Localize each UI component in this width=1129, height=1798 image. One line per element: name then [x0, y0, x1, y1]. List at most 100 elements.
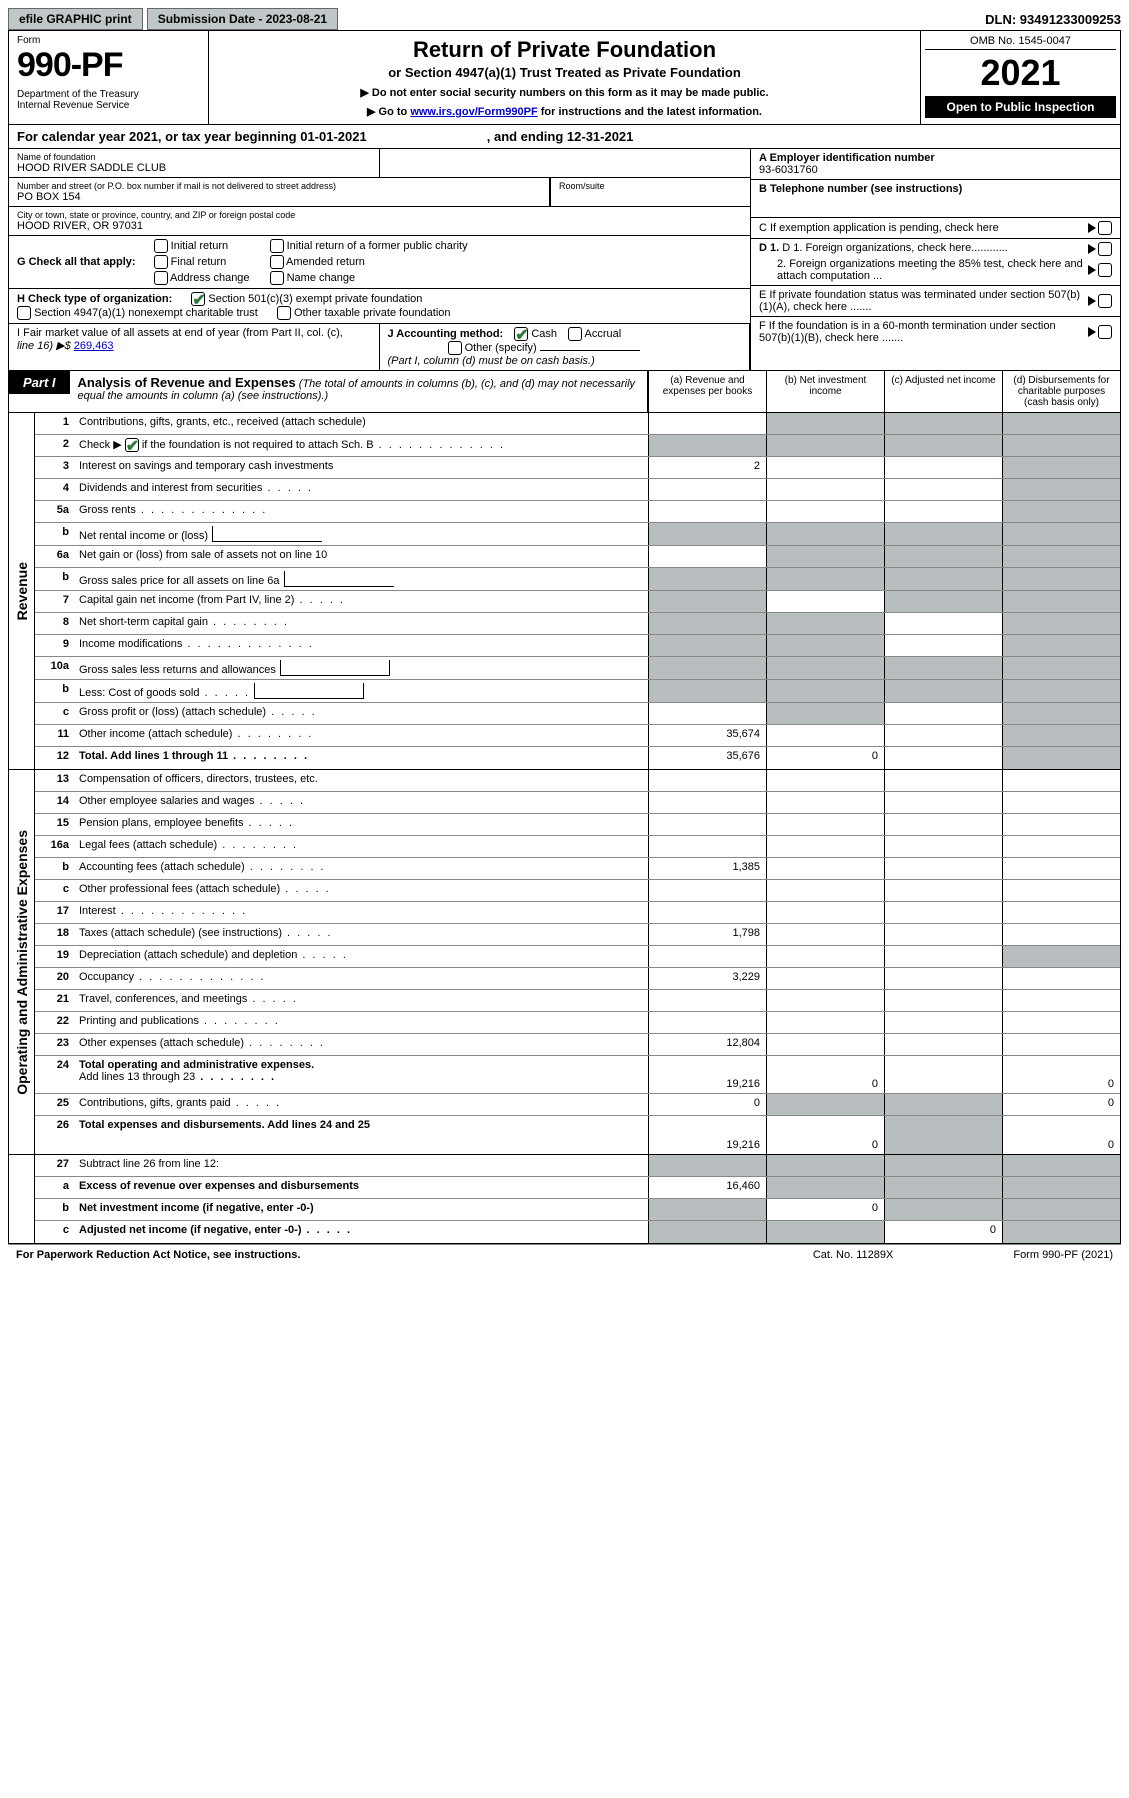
phone-label: B Telephone number (see instructions) [759, 183, 962, 195]
line-15: Pension plans, employee benefits [75, 814, 648, 835]
form-title: Return of Private Foundation [217, 37, 912, 63]
line-16a: Legal fees (attach schedule) [75, 836, 648, 857]
line-27a: Excess of revenue over expenses and disb… [75, 1177, 648, 1198]
col-b-header: (b) Net investment income [766, 371, 884, 412]
line-2: Check ▶ if the foundation is not require… [75, 435, 648, 456]
g-check-row: G Check all that apply: Initial return I… [17, 239, 742, 285]
name-label: Name of foundation [17, 152, 371, 162]
line-26: Total expenses and disbursements. Add li… [75, 1116, 648, 1154]
501c3-checkbox[interactable] [191, 292, 205, 306]
line-24: Total operating and administrative expen… [75, 1056, 648, 1093]
line-27c: Adjusted net income (if negative, enter … [75, 1221, 648, 1243]
top-bar: efile GRAPHIC print Submission Date - 20… [8, 8, 1121, 30]
part1-badge: Part I [9, 371, 70, 394]
col-d-header: (d) Disbursements for charitable purpose… [1002, 371, 1120, 412]
line-5b: Net rental income or (loss) [75, 523, 648, 545]
line-13: Compensation of officers, directors, tru… [75, 770, 648, 791]
col-a-header: (a) Revenue and expenses per books [648, 371, 766, 412]
final-return-checkbox[interactable] [154, 255, 168, 269]
submission-date-button[interactable]: Submission Date - 2023-08-21 [147, 8, 338, 30]
dln-label: DLN: 93491233009253 [985, 12, 1121, 27]
terminated-checkbox[interactable] [1098, 294, 1112, 308]
line-20: Occupancy [75, 968, 648, 989]
initial-former-checkbox[interactable] [270, 239, 284, 253]
info-section: Name of foundation HOOD RIVER SADDLE CLU… [8, 149, 1121, 371]
line-6b: Gross sales price for all assets on line… [75, 568, 648, 590]
line-27b: Net investment income (if negative, ente… [75, 1199, 648, 1220]
accrual-checkbox[interactable] [568, 327, 582, 341]
city-value: HOOD RIVER, OR 97031 [17, 220, 742, 232]
open-public-badge: Open to Public Inspection [925, 96, 1116, 118]
fmv-value[interactable]: 269,463 [74, 340, 114, 352]
tax-year: 2021 [925, 52, 1116, 94]
page-footer: For Paperwork Reduction Act Notice, see … [8, 1244, 1121, 1265]
exemption-pending-checkbox[interactable] [1098, 221, 1112, 235]
line-17: Interest [75, 902, 648, 923]
line-14: Other employee salaries and wages [75, 792, 648, 813]
line-4: Dividends and interest from securities [75, 479, 648, 500]
form-word: Form [17, 35, 200, 46]
net-table: 27Subtract line 26 from line 12: aExcess… [8, 1155, 1121, 1244]
line-9: Income modifications [75, 635, 648, 656]
line-27: Subtract line 26 from line 12: [75, 1155, 648, 1176]
form-header: Form 990-PF Department of the Treasury I… [8, 30, 1121, 125]
irs-link[interactable]: www.irs.gov/Form990PF [410, 106, 537, 118]
calendar-year-row: For calendar year 2021, or tax year begi… [8, 125, 1121, 149]
line-18: Taxes (attach schedule) (see instruction… [75, 924, 648, 945]
line-12: Total. Add lines 1 through 11 [75, 747, 648, 769]
city-label: City or town, state or province, country… [17, 210, 742, 220]
efile-button[interactable]: efile GRAPHIC print [8, 8, 143, 30]
form-number: 990-PF [17, 46, 200, 85]
form-subtitle: or Section 4947(a)(1) Trust Treated as P… [217, 65, 912, 80]
e-label: E If private foundation status was termi… [759, 289, 1088, 313]
col-c-header: (c) Adjusted net income [884, 371, 1002, 412]
part1-title: Analysis of Revenue and Expenses [78, 375, 296, 390]
initial-return-checkbox[interactable] [154, 239, 168, 253]
amended-return-checkbox[interactable] [270, 255, 284, 269]
line-25: Contributions, gifts, grants paid [75, 1094, 648, 1115]
line-8: Net short-term capital gain [75, 613, 648, 634]
ein-label: A Employer identification number [759, 152, 935, 164]
arrow-icon [1088, 265, 1096, 275]
address-change-checkbox[interactable] [154, 271, 168, 285]
foreign-org-checkbox[interactable] [1098, 242, 1112, 256]
arrow-icon [1088, 244, 1096, 254]
paperwork-notice: For Paperwork Reduction Act Notice, see … [16, 1249, 813, 1261]
line-1: Contributions, gifts, grants, etc., rece… [75, 413, 648, 434]
other-method-checkbox[interactable] [448, 341, 462, 355]
revenue-side-label: Revenue [14, 562, 30, 620]
line-10c: Gross profit or (loss) (attach schedule) [75, 703, 648, 724]
expenses-side-label: Operating and Administrative Expenses [14, 830, 30, 1095]
line-6a: Net gain or (loss) from sale of assets n… [75, 546, 648, 567]
line-22: Printing and publications [75, 1012, 648, 1033]
4947-checkbox[interactable] [17, 306, 31, 320]
other-taxable-checkbox[interactable] [277, 306, 291, 320]
form-instruction-1: ▶ Do not enter social security numbers o… [217, 86, 912, 99]
cat-no: Cat. No. 11289X [813, 1249, 894, 1261]
line-16c: Other professional fees (attach schedule… [75, 880, 648, 901]
foreign-85-checkbox[interactable] [1098, 263, 1112, 277]
form-ref: Form 990-PF (2021) [1013, 1249, 1113, 1261]
arrow-icon [1088, 327, 1096, 337]
line-7: Capital gain net income (from Part IV, l… [75, 591, 648, 612]
line-3: Interest on savings and temporary cash i… [75, 457, 648, 478]
line-5a: Gross rents [75, 501, 648, 522]
name-change-checkbox[interactable] [270, 271, 284, 285]
foundation-name: HOOD RIVER SADDLE CLUB [17, 162, 371, 174]
revenue-table: Revenue 1Contributions, gifts, grants, e… [8, 413, 1121, 770]
line-19: Depreciation (attach schedule) and deple… [75, 946, 648, 967]
arrow-icon [1088, 223, 1096, 233]
line-10a: Gross sales less returns and allowances [75, 657, 648, 679]
60month-checkbox[interactable] [1098, 325, 1112, 339]
addr-label: Number and street (or P.O. box number if… [17, 181, 541, 191]
line-11: Other income (attach schedule) [75, 725, 648, 746]
schb-checkbox[interactable] [125, 438, 139, 452]
cash-checkbox[interactable] [514, 327, 528, 341]
line-16b: Accounting fees (attach schedule) [75, 858, 648, 879]
form-instruction-2: ▶ Go to www.irs.gov/Form990PF for instru… [217, 105, 912, 118]
dept-label: Department of the Treasury Internal Reve… [17, 89, 200, 111]
street-address: PO BOX 154 [17, 191, 541, 203]
part1-header: Part I Analysis of Revenue and Expenses … [8, 371, 1121, 413]
room-label: Room/suite [559, 181, 742, 191]
expenses-table: Operating and Administrative Expenses 13… [8, 770, 1121, 1155]
